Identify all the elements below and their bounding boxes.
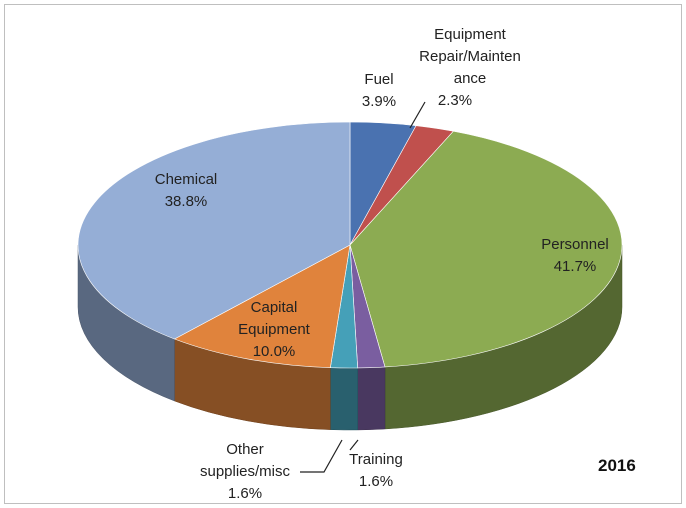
slice-name: Capital Equipment [238, 299, 310, 338]
slice-name: Equipment Repair/Maintenance [419, 26, 521, 87]
data-label: Chemical 38.8% [136, 169, 236, 213]
data-label: Fuel 3.9% [349, 69, 409, 113]
slice-name: Chemical [154, 171, 218, 188]
slice-name: Fuel [364, 71, 394, 88]
data-label: Capital Equipment 10.0% [219, 297, 329, 363]
leader-line [349, 439, 359, 451]
chart-frame [4, 4, 682, 504]
slice [77, 121, 351, 340]
slice-value: 1.6% [358, 473, 394, 490]
slice-value: 41.7% [553, 258, 597, 275]
data-label: Other supplies/misc 1.6% [185, 439, 305, 505]
slice-value: 10.0% [252, 343, 296, 360]
leader-line [300, 439, 343, 473]
slice-name: Personnel [541, 236, 609, 253]
data-label: Equipment Repair/Maintenance 2.3% [415, 24, 525, 112]
slice-name: Other supplies/misc [199, 441, 291, 480]
slice-value: 38.8% [164, 193, 208, 210]
slice-side [330, 367, 358, 431]
chart-title: 2016 [598, 456, 636, 475]
data-label: Personnel 41.7% [525, 234, 625, 278]
slice-value: 1.6% [227, 485, 263, 502]
slice-value: 3.9% [361, 93, 397, 110]
slice [173, 244, 351, 368]
data-label: Training 1.6% [336, 449, 416, 493]
slice-name: Training [349, 451, 403, 468]
leader-line [409, 101, 426, 129]
slice-value: 2.3% [437, 92, 473, 109]
slice [349, 130, 623, 368]
slice-side [357, 366, 386, 431]
